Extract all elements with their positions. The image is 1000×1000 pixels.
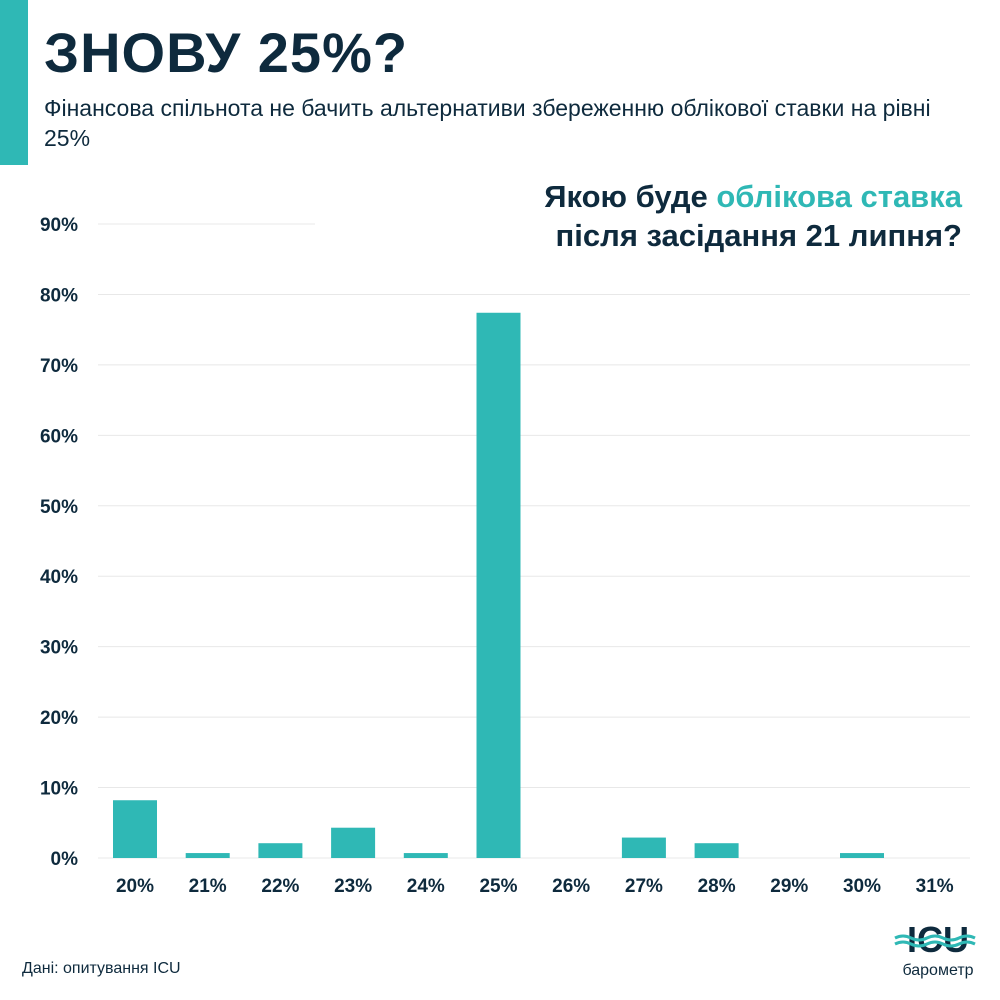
x-tick-label: 22%	[261, 876, 299, 897]
x-tick-label: 28%	[698, 876, 736, 897]
question-part1: Якою буде	[544, 179, 717, 214]
y-tick-label: 20%	[40, 708, 78, 729]
question-line-2: після засідання 21 липня?	[555, 217, 962, 253]
y-tick-label: 50%	[40, 497, 78, 518]
accent-bar	[0, 0, 28, 165]
page-subtitle: Фінансова спільнота не бачить альтернати…	[44, 95, 931, 151]
icu-logo: ICU барометр	[893, 918, 983, 988]
x-tick-label: 25%	[479, 876, 517, 897]
question-line-1: Якою буде облікова ставка	[544, 178, 962, 217]
x-tick-label: 20%	[116, 876, 154, 897]
x-tick-label: 24%	[407, 876, 445, 897]
x-tick-label: 31%	[916, 876, 954, 897]
y-tick-label: 30%	[40, 638, 78, 659]
y-tick-label: 70%	[40, 356, 78, 377]
source-note: Дані: опитування ICU	[22, 960, 181, 977]
x-tick-label: 21%	[189, 876, 227, 897]
x-tick-label: 27%	[625, 876, 663, 897]
bar-24pct	[403, 853, 448, 858]
x-tick-label: 29%	[770, 876, 808, 897]
bar-25pct	[476, 312, 521, 858]
chart-question: Якою буде облікова ставка після засіданн…	[544, 178, 962, 256]
bar-30pct	[840, 853, 884, 858]
question-highlight: облікова ставка	[716, 179, 962, 214]
y-tick-label: 40%	[40, 567, 78, 588]
x-tick-label: 30%	[843, 876, 881, 897]
x-tick-label: 23%	[334, 876, 372, 897]
bar-23pct	[331, 827, 376, 858]
logo-word: барометр	[902, 962, 974, 979]
bar-22pct	[258, 843, 303, 858]
x-tick-label: 26%	[552, 876, 590, 897]
y-tick-label: 80%	[40, 285, 78, 306]
page-title: ЗНОВУ 25%?	[44, 21, 409, 84]
bar-20pct	[113, 800, 157, 858]
icu-logo-mark: ICU	[894, 919, 976, 960]
bar-27pct	[621, 837, 666, 858]
y-tick-label: 0%	[51, 849, 79, 870]
y-tick-label: 90%	[40, 215, 78, 236]
bar-21pct	[185, 853, 230, 858]
y-tick-label: 10%	[40, 779, 78, 800]
y-tick-label: 60%	[40, 426, 78, 447]
bar-28pct	[694, 843, 739, 858]
